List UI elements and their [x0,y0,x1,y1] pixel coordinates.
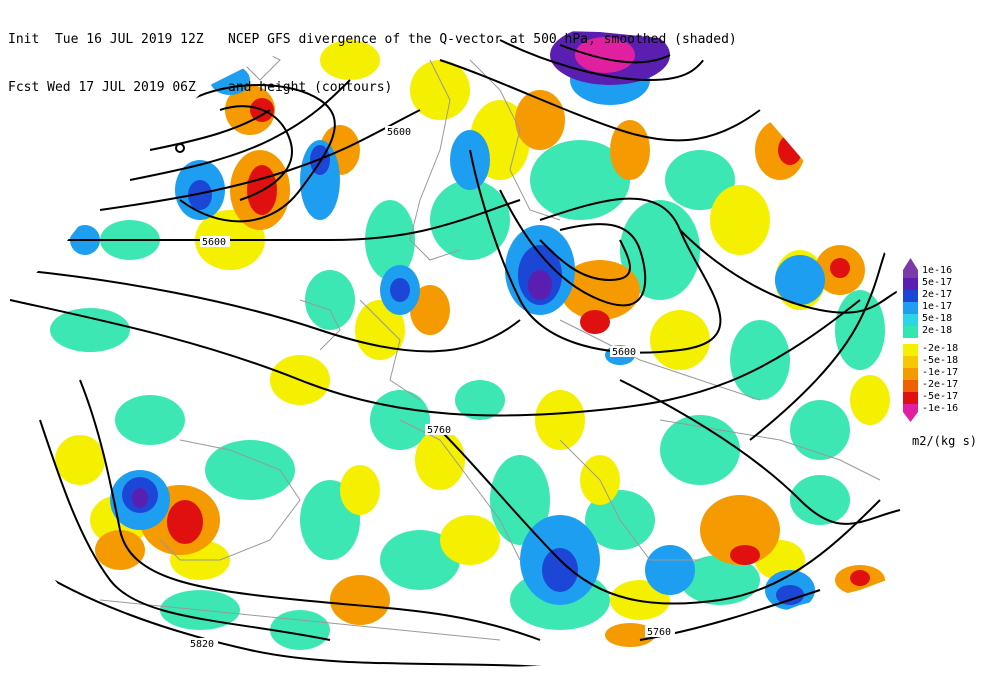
legend-arrow-top [903,258,918,270]
map-subtitle: and height (contours) [228,80,393,95]
legend-unit: m2/(kg s) [912,434,978,448]
contour-label-1: 5600 [387,127,411,138]
contour-label-4: 5760 [427,425,451,436]
contour-label-6: 5820 [190,639,214,650]
init-time: Init Tue 16 JUL 2019 12Z [8,32,204,47]
legend-item-neg-2: -5e-18 [900,355,1000,368]
height-contours [9,39,906,669]
legend-item-pos-3: 2e-17 [900,289,1000,302]
contour-label-2: 5600 [202,237,226,248]
shading-positive-weak [50,140,885,650]
legend-item-neg-1: -2e-18 [900,343,1000,356]
contour-label-3: 5600 [612,347,636,358]
legend-item-neg-4: -2e-17 [900,379,1000,392]
legend-item-pos-6: 2e-18 [900,325,1000,338]
legend-item-pos-1: 1e-16 [900,265,1000,278]
legend-item-pos-4: 1e-17 [900,301,1000,314]
legend-item-neg-6: -1e-16 [900,403,1000,416]
map-header: Init Tue 16 JUL 2019 12Z NCEP GFS diverge… [8,0,737,112]
shading-negative-strong [167,98,870,586]
legend-item-neg-5: -5e-17 [900,391,1000,404]
map-title: NCEP GFS divergence of the Q-vector at 5… [228,32,737,47]
contour-labels: 5600 5600 5600 5760 5760 5820 [188,126,675,650]
legend-arrow-bottom [903,412,918,422]
legend-item-neg-3: -1e-17 [900,367,1000,380]
legend-item-pos-5: 5e-18 [900,313,1000,326]
contour-label-5: 5760 [647,627,671,638]
forecast-time: Fcst Wed 17 JUL 2019 06Z [8,80,196,95]
legend-item-pos-2: 5e-17 [900,277,1000,290]
